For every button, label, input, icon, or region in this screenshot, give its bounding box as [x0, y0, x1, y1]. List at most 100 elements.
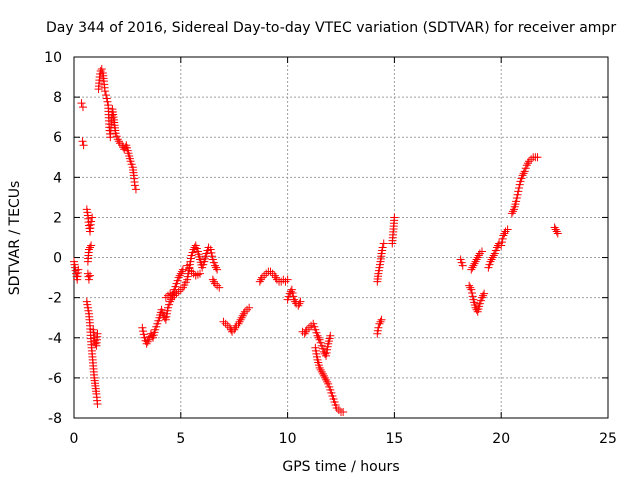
data-point — [208, 275, 217, 284]
data-point — [177, 267, 186, 276]
data-point — [236, 315, 245, 324]
data-point — [213, 265, 222, 274]
data-point — [326, 331, 335, 340]
data-point — [239, 309, 248, 318]
data-point — [467, 265, 476, 274]
y-tick-label: 4 — [53, 170, 62, 186]
data-point — [513, 190, 522, 199]
data-point — [78, 103, 87, 112]
data-point — [176, 285, 185, 294]
data-point — [477, 293, 486, 302]
x-tick-label: 25 — [599, 431, 617, 447]
data-point — [87, 241, 96, 250]
data-point — [377, 315, 386, 324]
plot-frame — [73, 56, 609, 419]
data-point — [187, 267, 196, 276]
y-axis-label: SDTVAR / TECUs — [7, 181, 23, 296]
data-point — [230, 325, 239, 334]
data-point — [170, 291, 179, 300]
data-point — [488, 253, 497, 262]
data-point — [550, 223, 559, 232]
data-point — [167, 295, 176, 304]
data-point — [245, 303, 254, 312]
data-point — [93, 329, 102, 338]
data-point — [234, 319, 243, 328]
data-point — [268, 269, 277, 278]
data-point — [307, 321, 316, 330]
data-point — [467, 285, 476, 294]
data-point — [466, 283, 475, 292]
data-point — [78, 137, 87, 146]
data-point — [175, 271, 184, 280]
data-point — [189, 245, 198, 254]
data-point — [287, 285, 296, 294]
data-point — [115, 139, 124, 148]
data-point — [288, 288, 297, 297]
y-tick-label: -6 — [48, 371, 62, 387]
y-tick-label: 2 — [53, 210, 62, 226]
data-point — [190, 243, 199, 252]
data-point — [378, 243, 387, 252]
data-point — [232, 321, 241, 330]
data-point — [139, 327, 148, 336]
data-point — [523, 159, 532, 168]
data-point — [210, 261, 219, 270]
data-point — [289, 292, 298, 301]
data-point — [320, 349, 329, 358]
data-point — [489, 251, 498, 260]
data-point — [114, 137, 123, 146]
data-point — [209, 277, 218, 286]
data-point — [296, 297, 305, 306]
data-point — [286, 287, 295, 296]
data-point — [524, 157, 533, 166]
data-point — [499, 231, 508, 240]
data-point — [320, 373, 329, 382]
y-tick-label: 0 — [53, 251, 62, 267]
data-point — [492, 243, 501, 252]
data-point — [88, 213, 97, 222]
data-point — [237, 313, 246, 322]
data-point — [468, 263, 477, 272]
data-point — [315, 363, 324, 372]
data-point — [160, 313, 169, 322]
data-point — [468, 292, 477, 301]
data-point — [497, 241, 506, 250]
data-point — [213, 281, 222, 290]
data-point — [503, 225, 512, 234]
data-point — [161, 293, 170, 302]
data-point — [207, 248, 216, 257]
data-point — [477, 247, 486, 256]
data-point — [219, 317, 228, 326]
data-point — [84, 245, 93, 254]
data-point — [204, 243, 213, 252]
data-point — [102, 91, 111, 100]
data-point — [87, 217, 96, 226]
data-point — [174, 287, 183, 296]
data-point — [374, 323, 383, 332]
data-point — [206, 245, 215, 254]
data-point — [131, 185, 140, 194]
data-point — [266, 267, 275, 276]
data-point — [176, 269, 185, 278]
data-point — [100, 87, 109, 96]
data-point — [474, 251, 483, 260]
data-point — [339, 407, 348, 416]
data-point — [93, 399, 102, 408]
data-point — [334, 405, 343, 414]
data-point — [471, 257, 480, 266]
data-point — [472, 255, 481, 264]
data-point — [390, 213, 399, 222]
data-point — [314, 333, 323, 342]
data-point — [113, 135, 122, 144]
data-point — [376, 317, 385, 326]
data-point — [208, 252, 217, 261]
y-tick-label: -4 — [48, 331, 62, 347]
data-point — [210, 279, 219, 288]
data-point — [323, 377, 332, 386]
data-point — [168, 290, 177, 299]
data-point — [469, 261, 478, 270]
data-point — [271, 273, 280, 282]
data-point — [551, 225, 560, 234]
data-point — [86, 271, 95, 280]
